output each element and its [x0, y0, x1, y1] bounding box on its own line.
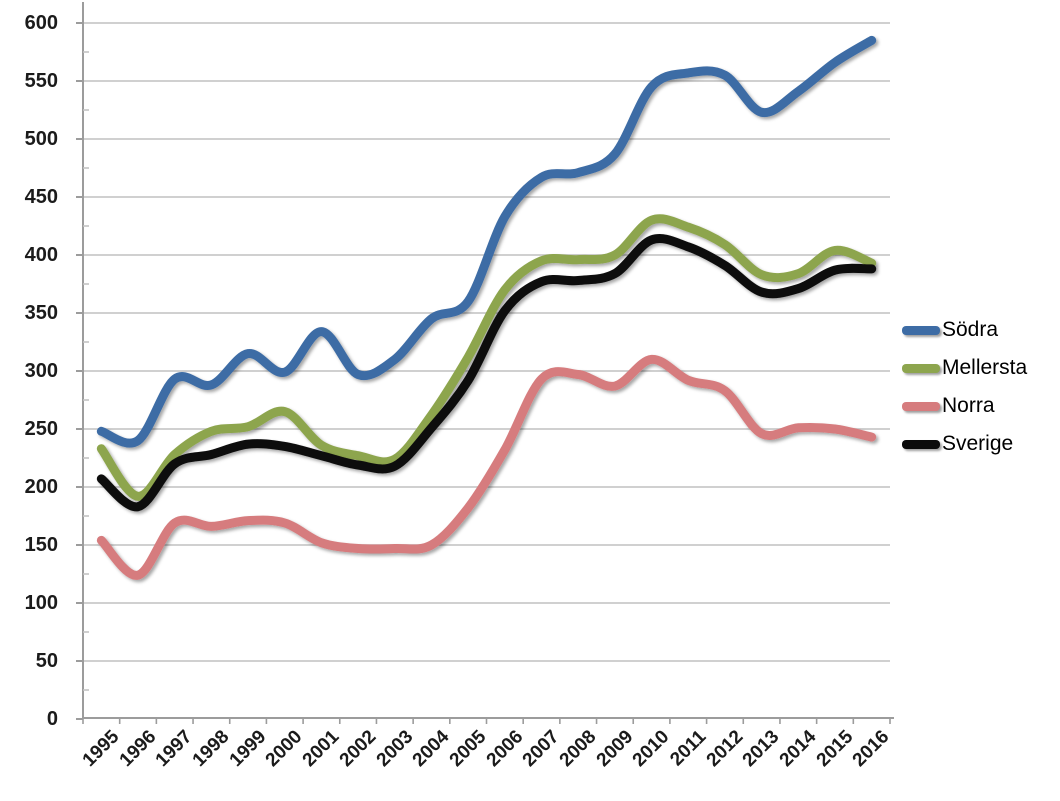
legend-label: Mellersta	[942, 356, 1028, 379]
legend-swatch-icon	[902, 401, 940, 411]
legend-swatch-icon	[902, 363, 940, 373]
legend-swatch-icon	[902, 325, 940, 335]
series-line-mellersta	[96, 214, 877, 501]
legend-item-sverige: Sverige	[902, 425, 1027, 463]
series-line-norra	[96, 354, 877, 580]
y-axis-label: 0	[46, 708, 58, 730]
legend-item-sdra: Södra	[902, 311, 1027, 349]
y-axis-label: 350	[24, 302, 58, 324]
y-axis-label: 250	[24, 418, 58, 440]
y-axis-label: 550	[24, 70, 58, 92]
y-axis-label: 200	[24, 476, 58, 498]
axes	[76, 2, 894, 724]
legend-label: Sverige	[942, 432, 1014, 455]
y-axis-label: 100	[24, 592, 58, 614]
y-axis-label: 150	[24, 534, 58, 556]
legend: Södra Mellersta Norra Sverige	[902, 311, 1027, 463]
y-axis-label: 450	[24, 186, 58, 208]
legend-label: Södra	[942, 318, 999, 341]
legend-item-norra: Norra	[902, 387, 1027, 425]
series-lines	[96, 35, 877, 580]
series-line-sdra	[96, 35, 877, 448]
series-line-sverige	[96, 234, 877, 512]
y-axis-label: 600	[24, 12, 58, 34]
legend-swatch-icon	[902, 439, 940, 449]
y-axis-label: 300	[24, 360, 58, 382]
y-axis-label: 400	[24, 244, 58, 266]
y-axis-label: 50	[35, 650, 58, 672]
legend-label: Norra	[942, 394, 995, 417]
gridlines	[83, 22, 890, 662]
legend-item-mellersta: Mellersta	[902, 349, 1027, 387]
y-axis-label: 500	[24, 128, 58, 150]
